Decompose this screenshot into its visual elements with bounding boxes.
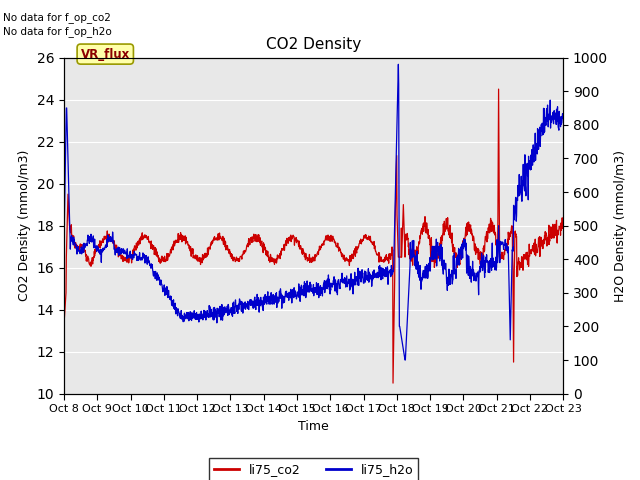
Text: No data for f_op_h2o: No data for f_op_h2o xyxy=(3,26,112,37)
Y-axis label: CO2 Density (mmol/m3): CO2 Density (mmol/m3) xyxy=(18,150,31,301)
Text: No data for f_op_co2: No data for f_op_co2 xyxy=(3,12,111,23)
Title: CO2 Density: CO2 Density xyxy=(266,37,361,52)
Text: VR_flux: VR_flux xyxy=(81,48,130,60)
Y-axis label: H2O Density (mmol/m3): H2O Density (mmol/m3) xyxy=(614,150,627,301)
Legend: li75_co2, li75_h2o: li75_co2, li75_h2o xyxy=(209,458,419,480)
X-axis label: Time: Time xyxy=(298,420,329,432)
